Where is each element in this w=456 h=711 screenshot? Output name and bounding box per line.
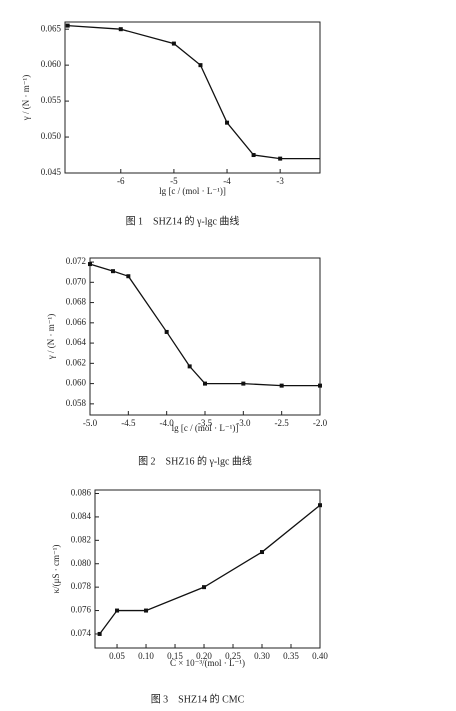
series-line	[89, 263, 320, 387]
data-point	[187, 364, 192, 369]
data-point	[88, 262, 92, 267]
data-point	[251, 153, 256, 158]
x-tick-label: -2.5	[275, 418, 290, 428]
y-tick-label: 0.072	[66, 256, 86, 266]
data-point	[203, 381, 207, 386]
y-tick-label: 0.078	[71, 581, 92, 591]
x-tick-label: 0.40	[312, 651, 328, 661]
plot-frame	[64, 21, 321, 174]
data-point	[126, 274, 131, 279]
y-tick-label: 0.060	[41, 59, 62, 69]
data-point	[171, 41, 176, 46]
data-point	[278, 156, 283, 161]
x-tick-label: -3.0	[236, 418, 251, 428]
y-tick-label: 0.084	[71, 511, 92, 521]
y-tick-label: 0.058	[66, 398, 87, 408]
x-tick-label: -6	[117, 176, 125, 186]
y-tick-label: 0.065	[41, 23, 62, 33]
series-line	[67, 24, 320, 160]
y-tick-label: 0.076	[71, 605, 92, 615]
x-tick-label: 0.05	[109, 651, 125, 661]
x-axis-label: C × 10⁻³/(mol · L⁻¹)	[170, 658, 245, 668]
x-tick-label: -4.0	[160, 418, 175, 428]
x-axis-label: lg [c / (mol · L⁻¹)]	[159, 186, 226, 196]
y-tick-label: 0.055	[41, 95, 62, 105]
x-tick-label: 0.10	[138, 651, 154, 661]
x-tick-label: 0.30	[254, 651, 270, 661]
y-tick-label: 0.062	[66, 357, 86, 367]
data-point	[318, 383, 322, 388]
plot-frame	[94, 489, 321, 649]
y-tick-label: 0.074	[71, 628, 92, 638]
x-tick-label: 0.20	[196, 651, 212, 661]
x-tick-label: -5	[170, 176, 178, 186]
data-point	[118, 27, 123, 32]
y-axis-label: γ / (N · m⁻¹)	[46, 314, 56, 360]
x-tick-label: -3	[276, 176, 284, 186]
data-point	[260, 550, 265, 555]
y-axis-label: γ / (N · m⁻¹)	[21, 75, 31, 121]
y-tick-label: 0.064	[66, 337, 87, 347]
data-point	[164, 329, 169, 334]
data-point	[97, 631, 102, 636]
data-point	[202, 585, 207, 590]
y-tick-label: 0.070	[66, 276, 87, 286]
plot-frame	[89, 257, 321, 416]
y-tick-label: 0.082	[71, 534, 91, 544]
data-point	[279, 383, 284, 388]
data-point	[144, 608, 149, 613]
y-axis-label: κ/(μS · cm⁻¹)	[51, 545, 61, 594]
y-tick-label: 0.045	[41, 167, 62, 177]
x-tick-label: -5.0	[83, 418, 98, 428]
x-tick-label: 0.15	[167, 651, 183, 661]
y-tick-label: 0.060	[66, 378, 87, 388]
data-point	[225, 120, 230, 125]
x-tick-label: -3.5	[198, 418, 213, 428]
y-tick-label: 0.050	[41, 131, 62, 141]
x-tick-label: 0.35	[283, 651, 299, 661]
x-tick-label: -2.0	[313, 418, 328, 428]
data-point	[241, 381, 246, 386]
chart-title: 图 1 SHZ14 的 γ-lgc 曲线	[126, 214, 240, 227]
y-tick-label: 0.068	[66, 297, 87, 307]
y-tick-label: 0.086	[71, 488, 92, 498]
data-point	[318, 503, 322, 508]
data-point	[198, 63, 203, 68]
data-point	[111, 269, 115, 274]
data-point	[115, 608, 120, 613]
chart-title: 图 3 SHZ14 的 CMC	[151, 692, 245, 705]
x-axis-label: lg [c / (mol · L⁻¹)]	[172, 423, 239, 433]
x-tick-label: 0.25	[225, 651, 241, 661]
y-tick-label: 0.080	[71, 558, 92, 568]
series-line	[99, 504, 321, 635]
x-tick-label: -4	[223, 176, 231, 186]
y-tick-label: 0.066	[66, 317, 87, 327]
data-point	[65, 23, 70, 28]
x-tick-label: -4.5	[121, 418, 136, 428]
chart-title: 图 2 SHZ16 的 γ-lgc 曲线	[138, 454, 252, 467]
